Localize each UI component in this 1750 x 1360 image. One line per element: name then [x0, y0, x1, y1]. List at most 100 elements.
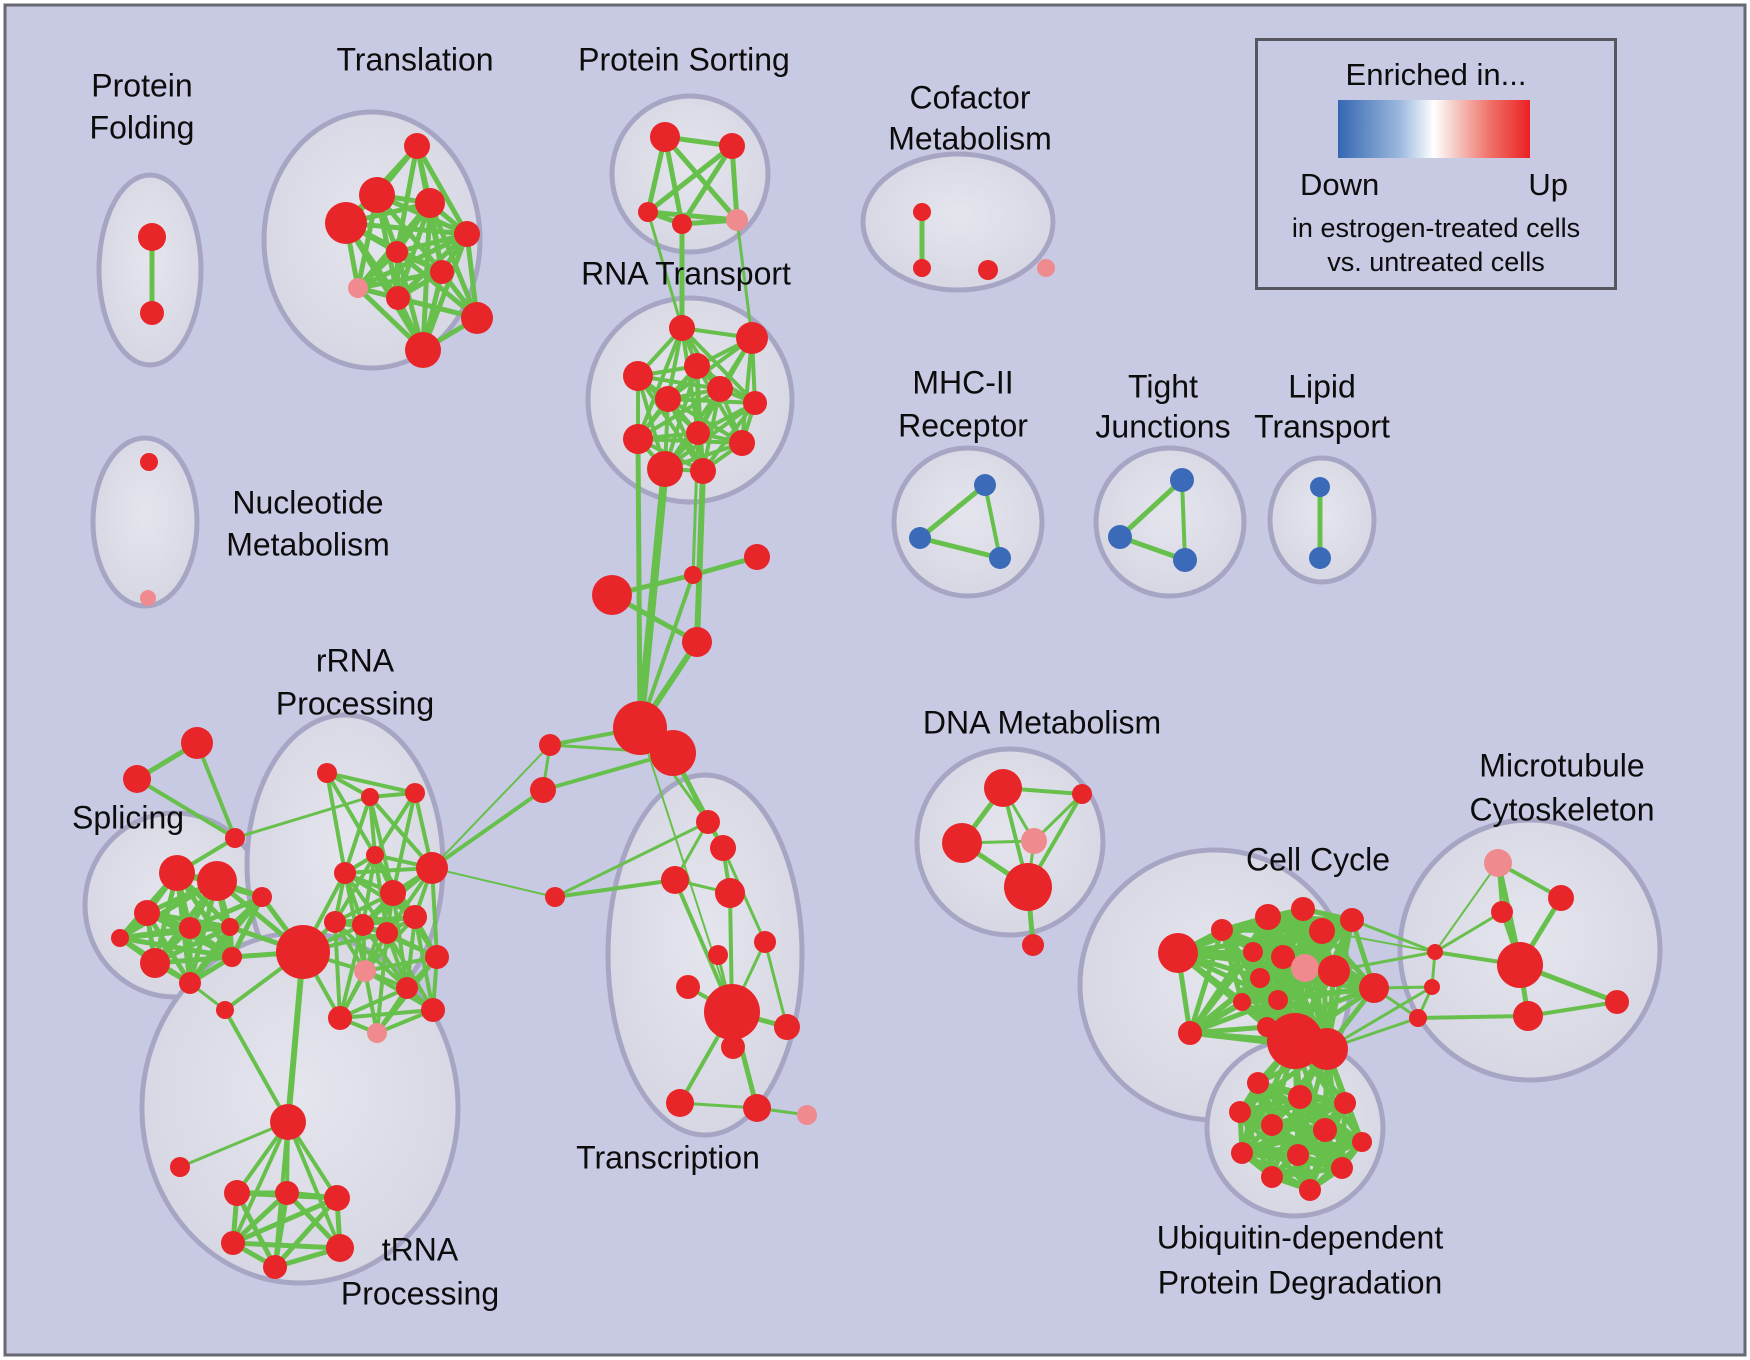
node-D6[interactable] [1022, 934, 1044, 956]
node-T2[interactable] [359, 177, 395, 213]
node-T8[interactable] [348, 278, 368, 298]
node-RR3[interactable] [405, 783, 425, 803]
node-T1[interactable] [404, 133, 430, 159]
node-C9[interactable] [1268, 990, 1288, 1010]
node-C15[interactable] [1359, 973, 1389, 1003]
node-C3[interactable] [1309, 918, 1335, 944]
node-RT6[interactable] [655, 386, 681, 412]
node-tHub[interactable] [270, 1104, 306, 1140]
node-TR3[interactable] [661, 866, 689, 894]
node-RT8[interactable] [686, 421, 710, 445]
node-U11[interactable] [1331, 1157, 1353, 1179]
node-U10[interactable] [1261, 1166, 1283, 1188]
node-RT1[interactable] [669, 315, 695, 341]
node-RR9[interactable] [352, 914, 374, 936]
node-D1[interactable] [984, 769, 1022, 807]
node-K3[interactable] [1409, 1009, 1427, 1027]
node-CCHub[interactable] [1158, 933, 1198, 973]
node-X6[interactable] [530, 777, 556, 803]
node-X4[interactable] [682, 627, 712, 657]
node-CM1[interactable] [913, 203, 931, 221]
node-tE[interactable] [326, 1234, 354, 1262]
node-TR8[interactable] [774, 1014, 800, 1040]
node-B6[interactable] [1173, 548, 1197, 572]
node-RR7[interactable] [380, 880, 406, 906]
node-RT2[interactable] [736, 322, 768, 354]
node-SP6[interactable] [252, 887, 272, 907]
node-PF2[interactable] [140, 301, 164, 325]
node-M4[interactable] [1497, 942, 1543, 988]
node-RT10[interactable] [729, 430, 755, 456]
node-X2[interactable] [744, 544, 770, 570]
node-U5[interactable] [1334, 1092, 1356, 1114]
node-TR7[interactable] [676, 975, 700, 999]
node-M5[interactable] [1513, 1001, 1543, 1031]
node-CM4[interactable] [1037, 259, 1055, 277]
node-CM2[interactable] [913, 259, 931, 277]
node-D4[interactable] [1021, 828, 1047, 854]
node-TR10[interactable] [666, 1089, 694, 1117]
node-RR5[interactable] [334, 862, 356, 884]
node-C10[interactable] [1233, 993, 1251, 1011]
node-RT7[interactable] [743, 391, 767, 415]
node-D2[interactable] [1072, 784, 1092, 804]
node-T9[interactable] [386, 286, 410, 310]
node-SP3[interactable] [134, 900, 160, 926]
node-tLone[interactable] [170, 1157, 190, 1177]
node-PS4[interactable] [672, 214, 692, 234]
node-TR12[interactable] [797, 1105, 817, 1125]
node-RT4[interactable] [623, 361, 653, 391]
node-PS5[interactable] [726, 209, 748, 231]
node-TR9[interactable] [721, 1035, 745, 1059]
node-TR4[interactable] [715, 878, 745, 908]
node-C2[interactable] [1291, 897, 1315, 921]
node-TR1[interactable] [696, 810, 720, 834]
node-RT12[interactable] [690, 458, 716, 484]
node-Big2[interactable] [1306, 1028, 1348, 1070]
node-RR11[interactable] [403, 905, 427, 929]
node-TRHub[interactable] [704, 984, 760, 1040]
node-K2[interactable] [1424, 979, 1440, 995]
node-M3[interactable] [1491, 901, 1513, 923]
node-TR2[interactable] [710, 835, 736, 861]
node-PF1[interactable] [138, 223, 166, 251]
node-SP1[interactable] [159, 855, 195, 891]
node-PS2[interactable] [719, 133, 745, 159]
node-X1[interactable] [684, 566, 702, 584]
node-X7[interactable] [545, 887, 565, 907]
node-RR8[interactable] [324, 911, 346, 933]
node-U6[interactable] [1313, 1118, 1337, 1142]
node-RR12[interactable] [425, 945, 449, 969]
node-RR4[interactable] [366, 846, 384, 864]
node-U12[interactable] [1299, 1179, 1321, 1201]
node-TR5[interactable] [708, 945, 728, 965]
node-RR16[interactable] [328, 1006, 352, 1030]
node-M6[interactable] [1605, 990, 1629, 1014]
node-U2[interactable] [1288, 1085, 1312, 1109]
node-tCon[interactable] [216, 1001, 234, 1019]
node-D3[interactable] [942, 823, 982, 863]
node-C8[interactable] [1250, 968, 1270, 988]
node-SP8[interactable] [179, 972, 201, 994]
node-C6[interactable] [1291, 954, 1319, 982]
node-RR1[interactable] [317, 763, 337, 783]
node-B8[interactable] [1309, 547, 1331, 569]
node-M2[interactable] [1548, 885, 1574, 911]
node-SP4[interactable] [179, 917, 201, 939]
node-K1[interactable] [1427, 944, 1443, 960]
node-B7[interactable] [1310, 477, 1330, 497]
node-B3[interactable] [989, 547, 1011, 569]
node-U1[interactable] [1247, 1072, 1269, 1094]
node-T11[interactable] [405, 332, 441, 368]
node-PS1[interactable] [650, 122, 680, 152]
node-RR14[interactable] [396, 977, 418, 999]
node-B4[interactable] [1170, 468, 1194, 492]
node-RR15[interactable] [421, 998, 445, 1022]
node-RR6[interactable] [416, 852, 448, 884]
node-U3[interactable] [1229, 1101, 1251, 1123]
node-N2[interactable] [140, 590, 156, 606]
node-C13[interactable] [1211, 919, 1233, 941]
node-tB[interactable] [275, 1181, 299, 1205]
node-SP10[interactable] [111, 929, 129, 947]
node-U7[interactable] [1231, 1142, 1253, 1164]
